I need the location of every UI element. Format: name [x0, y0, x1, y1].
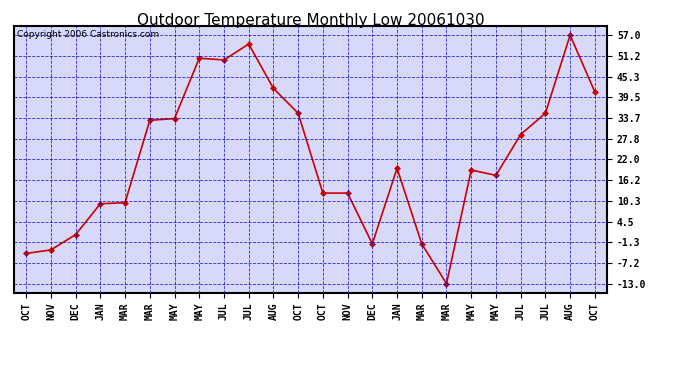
Text: Copyright 2006 Castronics.com: Copyright 2006 Castronics.com	[17, 30, 159, 39]
Text: Outdoor Temperature Monthly Low 20061030: Outdoor Temperature Monthly Low 20061030	[137, 13, 484, 28]
